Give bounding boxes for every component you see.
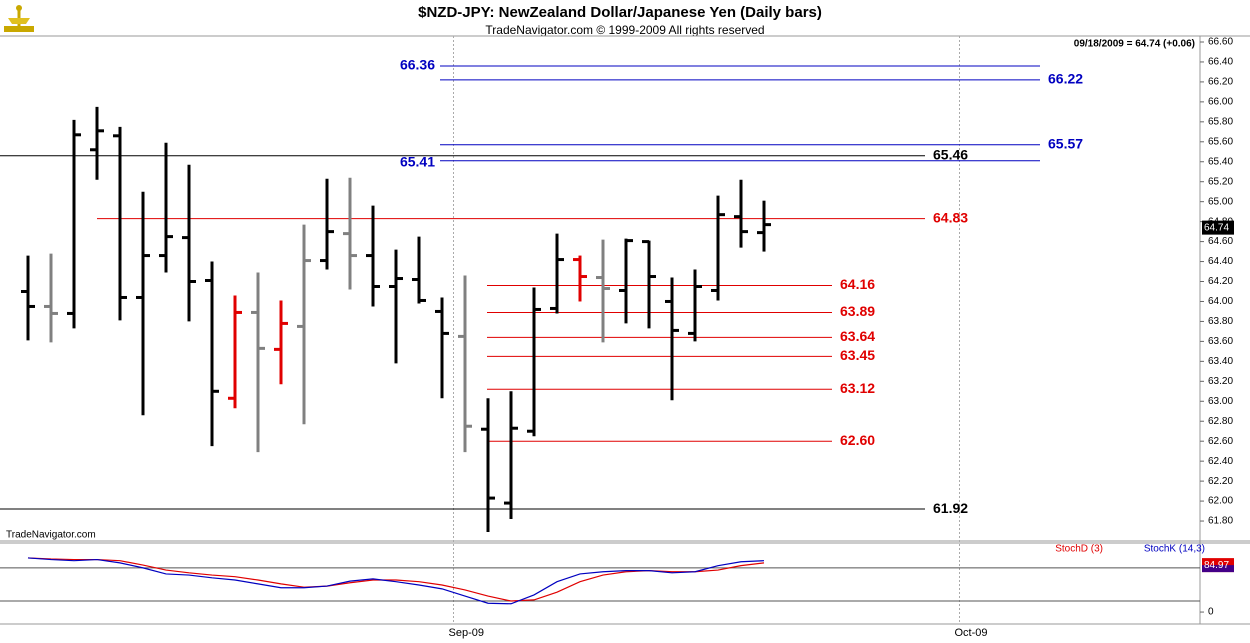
y-tick-label: 63.40 xyxy=(1208,356,1233,367)
level-label: 63.64 xyxy=(840,328,875,344)
legend-entry: StochK (14,3) xyxy=(1144,544,1205,555)
watermark: TradeNavigator.com xyxy=(6,530,96,541)
y-tick-label: 63.60 xyxy=(1208,336,1233,347)
y-tick-label: 66.00 xyxy=(1208,97,1233,108)
y-tick-label: 0 xyxy=(1208,607,1214,618)
y-tick-label: 65.80 xyxy=(1208,116,1233,127)
level-label: 64.16 xyxy=(840,276,875,292)
y-tick-label: 63.00 xyxy=(1208,396,1233,407)
y-tick-label: 64.20 xyxy=(1208,276,1233,287)
last-value-box-lower xyxy=(1202,565,1234,573)
y-tick-label: 62.00 xyxy=(1208,496,1233,507)
y-tick-label: 66.40 xyxy=(1208,57,1233,68)
y-tick-label: 62.80 xyxy=(1208,416,1233,427)
y-tick-label: 61.80 xyxy=(1208,516,1233,527)
level-label: 65.57 xyxy=(1048,135,1083,151)
level-label: 63.12 xyxy=(840,380,875,396)
y-tick-label: 64.40 xyxy=(1208,256,1233,267)
last-quote: 09/18/2009 = 64.74 (+0.06) xyxy=(1074,39,1195,50)
y-tick-label: 64.60 xyxy=(1208,236,1233,247)
level-label: 66.36 xyxy=(400,57,435,73)
y-tick-label: 66.20 xyxy=(1208,77,1233,88)
x-tick-label: Sep-09 xyxy=(449,627,484,639)
y-tick-label: 64.00 xyxy=(1208,296,1233,307)
logo xyxy=(4,5,34,32)
last-price-label: 64.74 xyxy=(1204,222,1229,233)
chart-title: $NZD-JPY: NewZealand Dollar/Japanese Yen… xyxy=(418,4,822,21)
y-tick-label: 62.20 xyxy=(1208,476,1233,487)
level-label: 65.46 xyxy=(933,146,968,162)
level-label: 64.83 xyxy=(933,209,968,225)
legend-entry: StochD (3) xyxy=(1055,544,1103,555)
last-value-label: 84.97 xyxy=(1204,560,1229,571)
level-label: 62.60 xyxy=(840,432,875,448)
y-tick-label: 62.40 xyxy=(1208,456,1233,467)
y-tick-label: 63.20 xyxy=(1208,376,1233,387)
y-tick-label: 65.60 xyxy=(1208,136,1233,147)
stoch-line xyxy=(27,557,765,605)
y-tick-label: 65.20 xyxy=(1208,176,1233,187)
level-label: 63.45 xyxy=(840,347,875,363)
y-tick-label: 65.40 xyxy=(1208,156,1233,167)
level-label: 66.22 xyxy=(1048,71,1083,87)
level-label: 61.92 xyxy=(933,500,968,516)
y-tick-label: 66.60 xyxy=(1208,37,1233,48)
level-label: 63.89 xyxy=(840,303,875,319)
x-tick-label: Oct-09 xyxy=(955,627,988,639)
y-tick-label: 65.00 xyxy=(1208,196,1233,207)
level-label: 65.41 xyxy=(400,153,435,169)
last-price-box xyxy=(1202,220,1234,235)
y-tick-label: 63.80 xyxy=(1208,316,1233,327)
y-tick-label: 62.60 xyxy=(1208,436,1233,447)
chart-subtitle: TradeNavigator.com © 1999-2009 All right… xyxy=(485,23,764,37)
